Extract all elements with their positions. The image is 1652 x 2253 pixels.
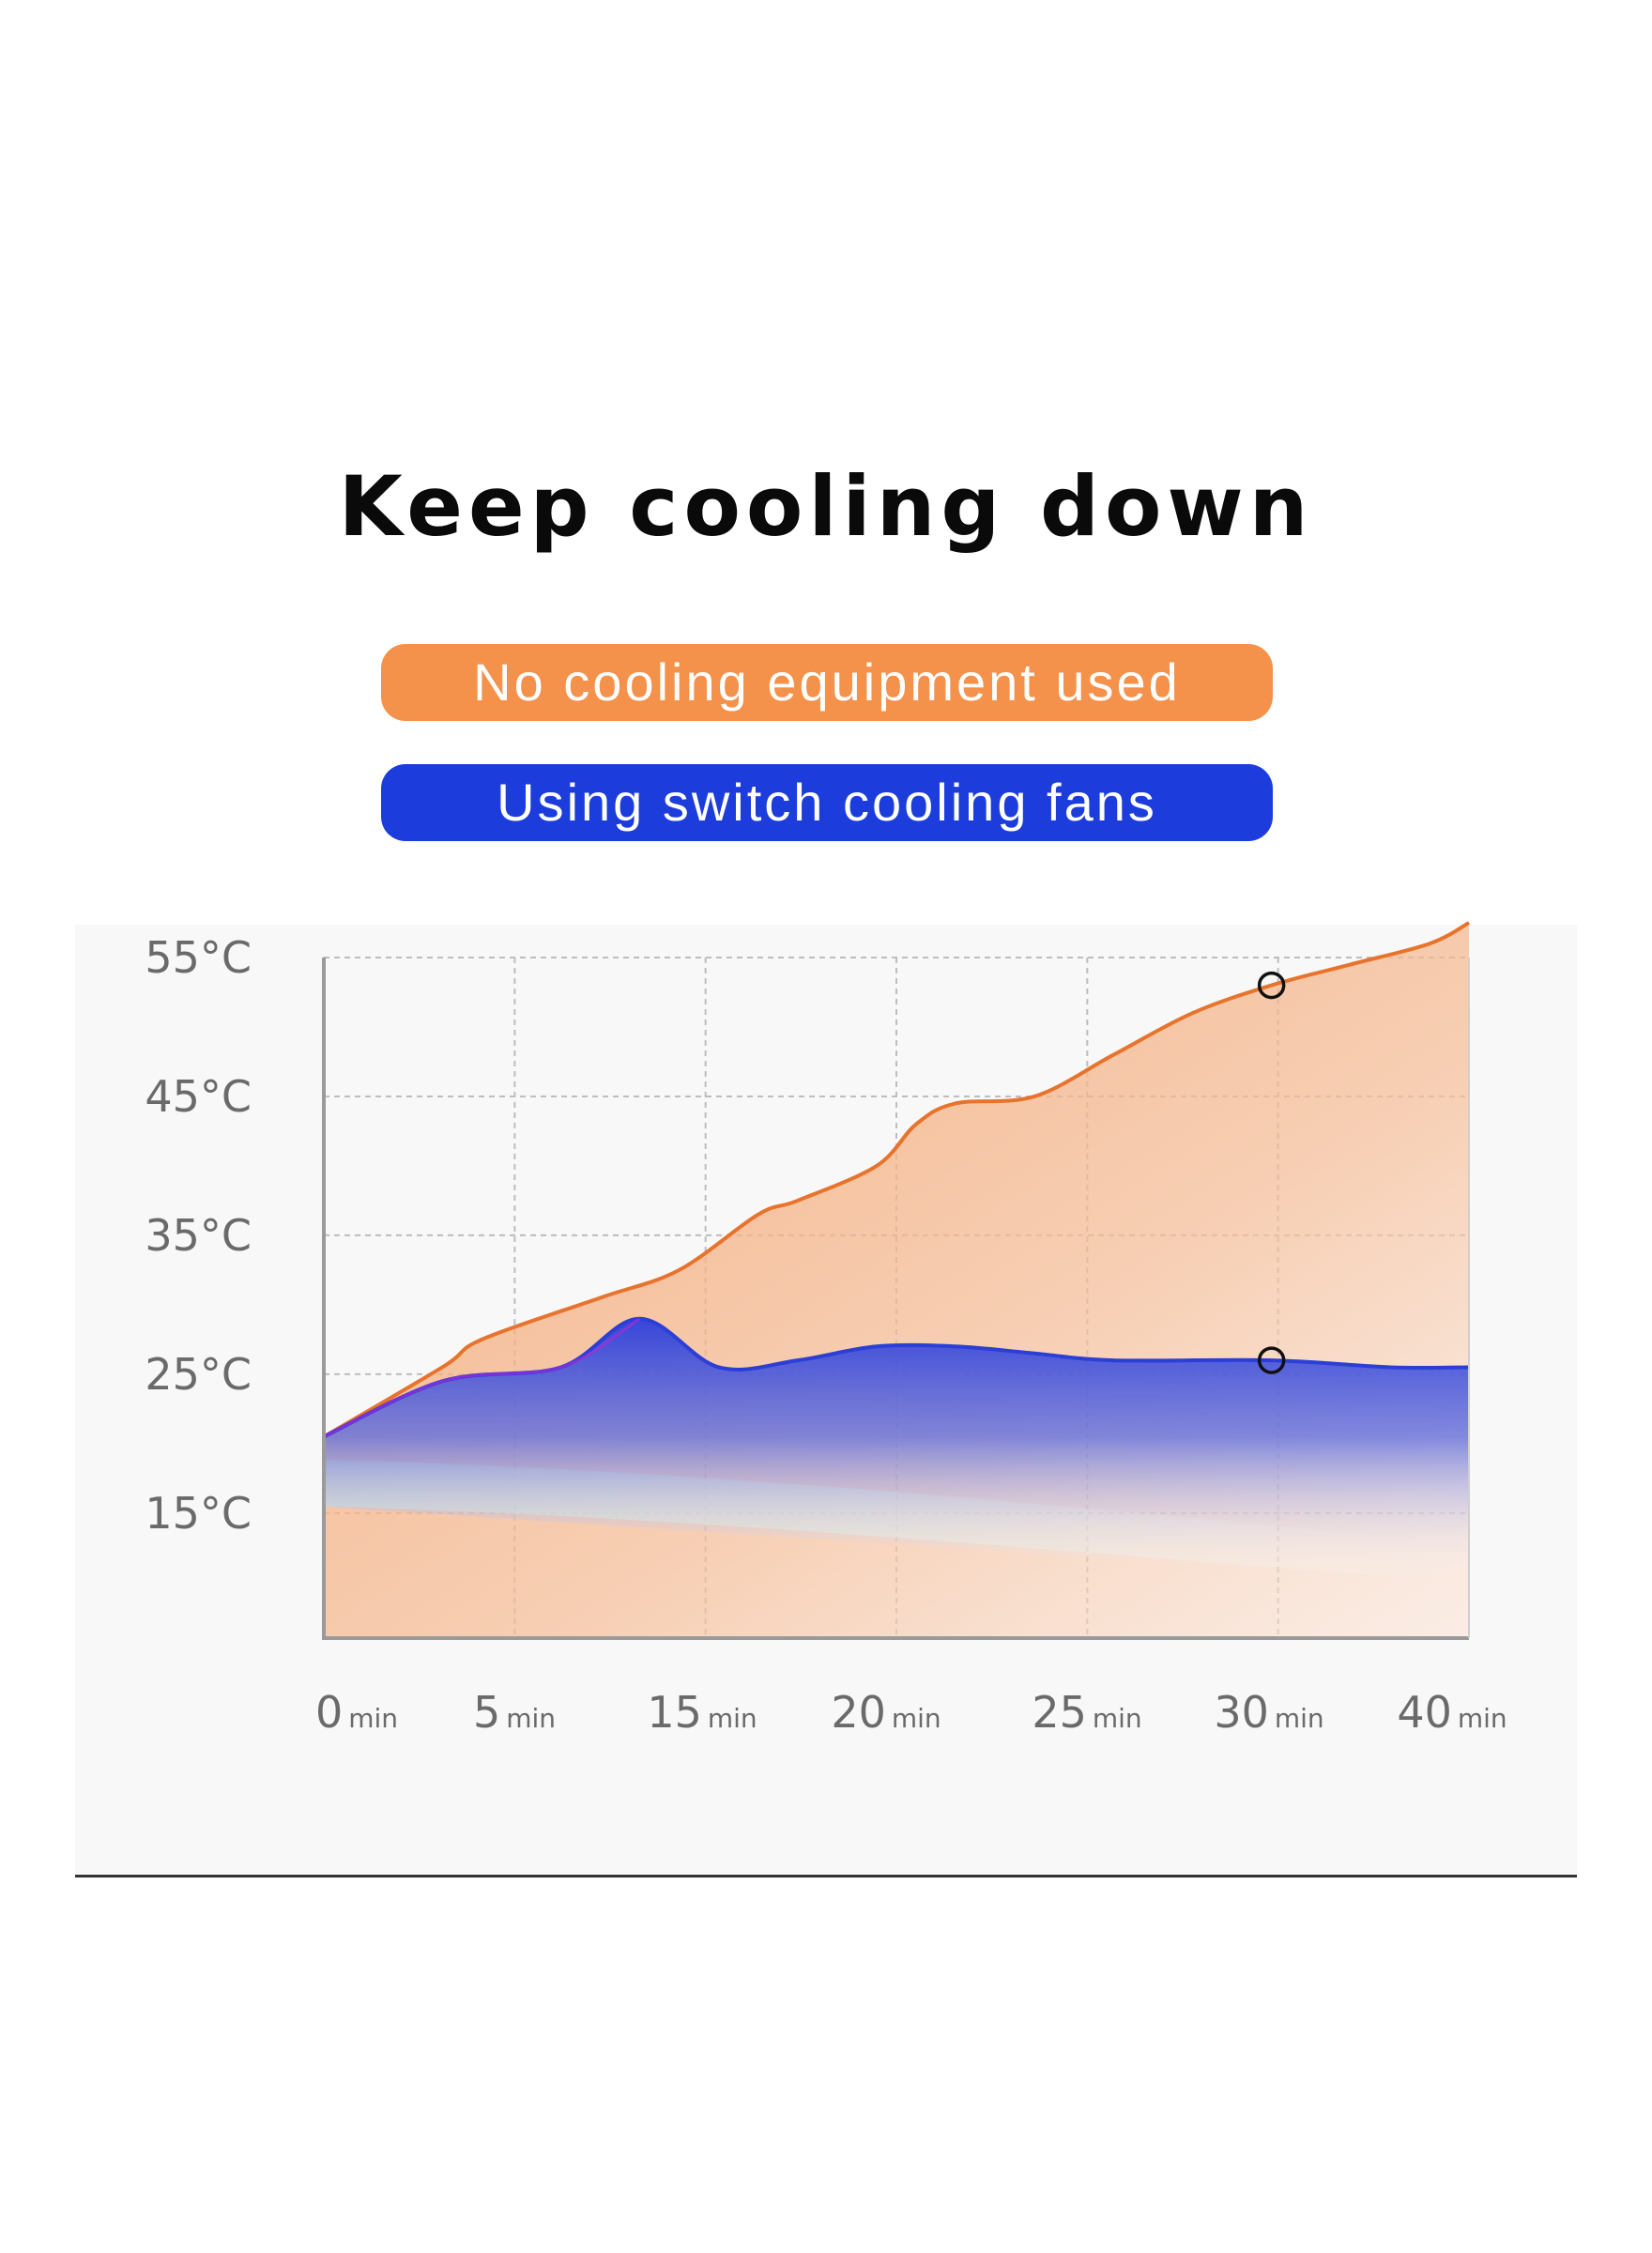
series-area-with-fans (324, 1318, 1469, 1582)
page-title: Keep cooling down (338, 458, 1314, 555)
y-tick-label: 35°C (145, 1210, 252, 1261)
y-tick-label: 45°C (145, 1071, 252, 1122)
y-tick-labels: 15°C 25°C 35°C 45°C 55°C (145, 932, 252, 1539)
x-tick-label: 20 min (831, 1687, 941, 1738)
axes (322, 958, 1470, 1640)
series-markers (1257, 971, 1286, 1374)
legend-with-fans: Using switch cooling fans (381, 764, 1273, 841)
area-fills (324, 923, 1469, 1638)
y-tick-label: 15°C (145, 1488, 252, 1539)
marker-with-fans (1257, 1346, 1286, 1374)
y-tick-label: 25°C (145, 1349, 252, 1400)
series-line-with-fans-start (323, 1317, 641, 1438)
legend-no-cooling: No cooling equipment used (381, 644, 1273, 721)
x-tick-label: 25 min (1032, 1687, 1141, 1738)
y-tick-label: 55°C (145, 932, 252, 983)
x-tick-label: 5 min (473, 1687, 556, 1738)
x-tick-label: 0 min (315, 1687, 398, 1738)
x-tick-labels: 0 min 5 min 15 min 20 min 25 min 30 min 40 min (315, 1687, 1507, 1738)
bottom-divider (75, 1875, 1577, 1878)
x-tick-label: 40 min (1397, 1687, 1507, 1738)
x-tick-label: 30 min (1214, 1687, 1323, 1738)
marker-no-cooling (1257, 971, 1286, 1000)
x-tick-label: 15 min (647, 1687, 757, 1738)
